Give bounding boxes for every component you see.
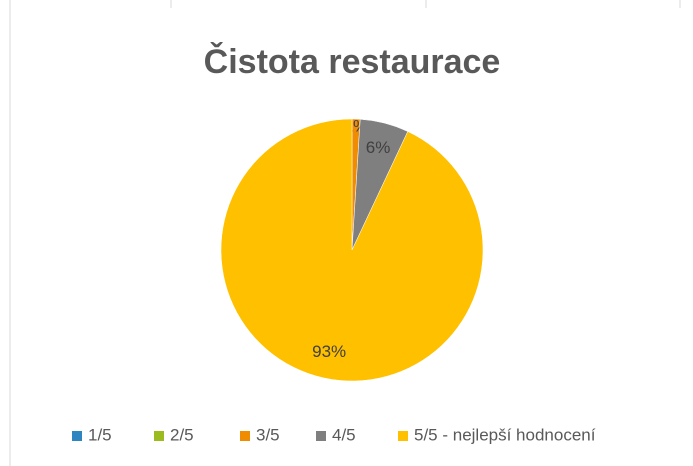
legend-swatch [316, 431, 326, 441]
legend-swatch [240, 431, 250, 441]
data-label: 6% [366, 138, 391, 157]
legend-swatch [154, 431, 164, 441]
legend-label: 4/5 [332, 425, 356, 444]
legend-swatch [72, 431, 82, 441]
legend-swatch [398, 431, 408, 441]
legend-label: 3/5 [256, 425, 280, 444]
legend-label: 2/5 [170, 425, 194, 444]
legend-label: 5/5 - nejlepší hodnocení [414, 425, 596, 444]
pie-slice [220, 118, 484, 382]
data-label: 93% [312, 342, 346, 361]
legend-label: 1/5 [88, 425, 112, 444]
chart-title: Čistota restaurace [204, 42, 501, 81]
